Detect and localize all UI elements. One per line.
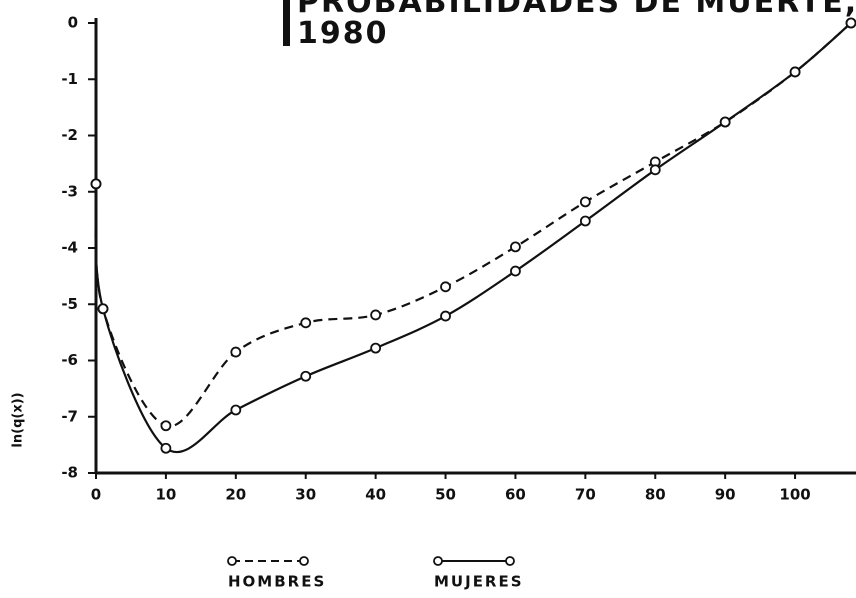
legend-label: MUJERES: [434, 573, 524, 591]
point: [579, 215, 591, 227]
x-tick-label: 60: [505, 486, 526, 504]
point: [160, 420, 172, 432]
y-tick-label: -2: [61, 126, 78, 144]
chart-title: PROBABILIDADES DE MUERTE,: [297, 0, 856, 20]
point: [649, 164, 661, 176]
point: [230, 404, 242, 416]
y-tick-label: -8: [61, 464, 78, 482]
x-tick-label: 90: [715, 486, 736, 504]
point: [370, 342, 382, 354]
point: [510, 265, 521, 277]
series-line: [94, 22, 852, 454]
chart-title: 1980: [297, 16, 389, 51]
y-tick-label: -5: [61, 295, 78, 313]
point: [789, 66, 801, 78]
y-tick-label: -4: [61, 239, 78, 257]
point: [579, 196, 591, 208]
x-tick-label: 30: [295, 486, 316, 504]
point: [230, 346, 242, 358]
x-tick-label: 10: [155, 486, 176, 504]
point: [300, 317, 312, 329]
legend-marker: [227, 556, 237, 566]
x-tick-label: 0: [91, 486, 101, 504]
legend-marker: [505, 556, 515, 566]
point: [90, 178, 102, 190]
point: [300, 370, 312, 382]
y-tick-label: -3: [61, 182, 78, 200]
x-tick-label: 50: [435, 486, 456, 504]
series-line: [94, 22, 852, 428]
y-axis-label: ln(q(x)): [11, 392, 26, 447]
point: [719, 116, 731, 128]
point: [510, 241, 521, 253]
title-bar: [283, 0, 290, 46]
point: [160, 442, 172, 454]
x-tick-label: 80: [645, 486, 666, 504]
y-tick-label: -6: [61, 351, 78, 369]
point: [370, 309, 382, 321]
x-tick-label: 40: [365, 486, 386, 504]
y-tick-label: -1: [61, 70, 78, 88]
point: [97, 303, 109, 315]
x-tick-label: 70: [575, 486, 596, 504]
y-tick-label: 0: [68, 14, 78, 32]
legend-marker: [433, 556, 443, 566]
y-tick-label: -7: [61, 407, 78, 425]
point: [440, 310, 451, 322]
point: [845, 17, 856, 29]
legend-marker: [299, 556, 309, 566]
x-tick-label: 100: [779, 486, 810, 504]
point: [440, 281, 451, 293]
x-tick-label: 20: [225, 486, 246, 504]
legend-label: HOMBRES: [228, 573, 326, 591]
